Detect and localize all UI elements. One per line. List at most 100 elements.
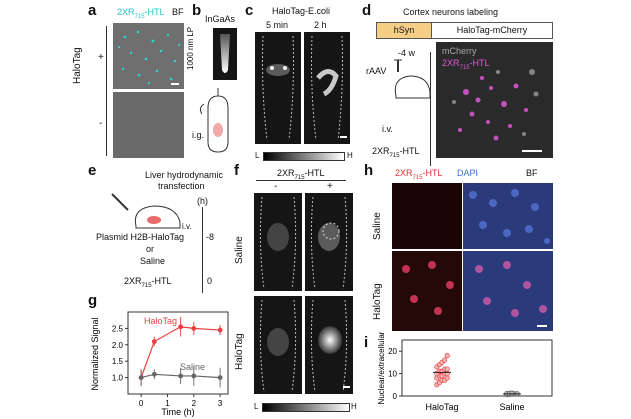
probe-subscript: 715 — [134, 13, 145, 20]
panel-c-t2: 2 h — [314, 20, 327, 30]
panel-b-detector: InGaAs — [205, 14, 236, 24]
probe-subscript: 715 — [389, 152, 400, 159]
data-point-halotag — [444, 375, 450, 381]
panel-c-image-5min — [255, 32, 301, 144]
panel-label-g: g — [88, 292, 98, 309]
tube-glow — [220, 34, 230, 73]
panel-h-halotag-red — [392, 251, 462, 331]
panel-a-bracket — [106, 26, 107, 156]
data-point-halotag — [217, 327, 223, 333]
panel-label-e: e — [88, 162, 97, 179]
panel-e-tpre: -8 — [206, 232, 215, 242]
panel-f-row2: HaloTag — [234, 333, 245, 370]
mouse-outline-2h — [311, 35, 347, 141]
panel-e-unit: (h) — [197, 196, 208, 206]
plot-frame — [401, 339, 553, 397]
panel-e-timeline — [202, 207, 203, 293]
data-point-halotag — [151, 339, 157, 344]
y-tick-label: 20 — [388, 347, 397, 356]
panel-f-divider — [256, 180, 346, 181]
panel-f-row1: Saline — [234, 236, 245, 264]
panel-c-t1: 5 min — [266, 20, 289, 30]
panel-label-a: a — [88, 2, 97, 19]
data-point-saline — [509, 390, 515, 396]
probe-subscript: 715 — [294, 174, 305, 181]
data-point-halotag — [444, 366, 450, 372]
panel-a-plus-image — [113, 23, 184, 89]
y-tick-label: 1.5 — [112, 357, 124, 366]
panel-h-dapi-label: DAPI — [457, 168, 479, 178]
bacteria-dots — [117, 30, 181, 85]
panel-h-row1: Saline — [372, 212, 383, 240]
panel-h-saline-merge — [463, 183, 553, 249]
probe-name: 2XR — [395, 168, 413, 178]
mouse-outline — [310, 299, 350, 393]
panel-label-c: c — [245, 2, 254, 19]
panel-d-title: Cortex neurons labeling — [403, 7, 499, 17]
probe-subscript: 715 — [141, 282, 152, 289]
probe-tail: -HTL — [304, 168, 325, 178]
nuclei-red — [402, 261, 454, 315]
x-labels: HaloTag Saline — [425, 402, 524, 412]
y-axis-label: Nuclear/extracellular — [377, 332, 386, 404]
mouse-outline — [259, 299, 297, 393]
neuron-cells — [452, 69, 542, 152]
panel-label-b: b — [192, 2, 202, 19]
data-point-saline — [217, 375, 223, 380]
y-tick-label: 2.0 — [112, 341, 124, 350]
x-tick-label: 0 — [139, 399, 144, 408]
panel-c-low: L — [255, 151, 260, 160]
panel-d-mcherry-label: mCherry — [442, 46, 477, 56]
panel-b-mouse-drawing — [194, 88, 242, 163]
data-point-halotag — [191, 326, 197, 331]
panel-f-plus: + — [327, 181, 333, 192]
panel-f-saline-plus — [305, 193, 353, 291]
probe-tail: -HTL — [469, 58, 490, 68]
mouse-liver-icon — [111, 193, 181, 229]
x-category-label: HaloTag — [425, 402, 458, 412]
panel-label-i: i — [364, 334, 369, 351]
panel-a-side-label: HaloTag — [72, 47, 83, 84]
panel-b-route: i.g. — [192, 130, 205, 140]
panel-e-plasmid: Plasmid H2B-HaloTag — [96, 232, 185, 242]
panel-b-filter: 1000 nm LP — [186, 26, 195, 70]
panel-e-route: i.v. — [182, 222, 192, 231]
data-point-halotag — [178, 324, 184, 330]
nuclei-dots — [469, 189, 550, 244]
y-axis-label: Normalized Signal — [90, 317, 100, 390]
mouse-outline — [259, 196, 297, 290]
panel-e-probe: 2XR715-HTL — [124, 276, 172, 289]
panel-h-row2: HaloTag — [372, 283, 383, 320]
panel-c-high: H — [347, 151, 353, 160]
panel-e-title2: transfection — [158, 181, 205, 191]
x-tick-label: 1 — [165, 399, 170, 408]
panel-b-tube-image — [213, 28, 237, 80]
panel-label-h: h — [364, 162, 374, 179]
mouse-injection-icon — [394, 59, 431, 99]
probe-name: 2XR — [442, 58, 460, 68]
panel-h-halotag-merge — [463, 251, 553, 331]
panel-i-chart: 0 10 20 HaloTag Saline Nuclear/extracellula… — [377, 332, 553, 412]
y-ticks: 0 10 20 — [388, 347, 402, 401]
panel-f-halotag-minus — [254, 296, 302, 394]
panel-h-saline-red — [392, 183, 462, 249]
panel-e-tzero: 0 — [207, 276, 213, 286]
panel-d-week: -4 w — [398, 48, 416, 58]
panel-d-probe: 2XR715-HTL — [372, 146, 420, 159]
panel-d-probe-channel-label: 2XR715-HTL — [442, 58, 490, 71]
mouse-outline — [310, 196, 348, 290]
plot-frame — [127, 311, 229, 395]
y-tick-label: 0 — [393, 392, 398, 401]
panel-d-virus: rAAV — [366, 66, 387, 76]
panel-h-probe-label: 2XR715-HTL — [395, 168, 443, 181]
panel-e-mouse-drawing — [110, 190, 190, 241]
panel-f-colorbar — [262, 403, 350, 412]
panel-d-mouse-drawing — [388, 56, 434, 111]
panel-e-saline: Saline — [140, 256, 166, 266]
panel-label-f: f — [234, 162, 239, 179]
panel-d-promoter-box: hSyn — [376, 22, 432, 39]
panel-a-minus-image — [113, 92, 184, 158]
panel-c-title: HaloTag-E.coli — [272, 6, 331, 16]
panel-d-construct-box: HaloTag-mCherry — [431, 22, 553, 39]
panel-f-high: H — [351, 402, 357, 411]
